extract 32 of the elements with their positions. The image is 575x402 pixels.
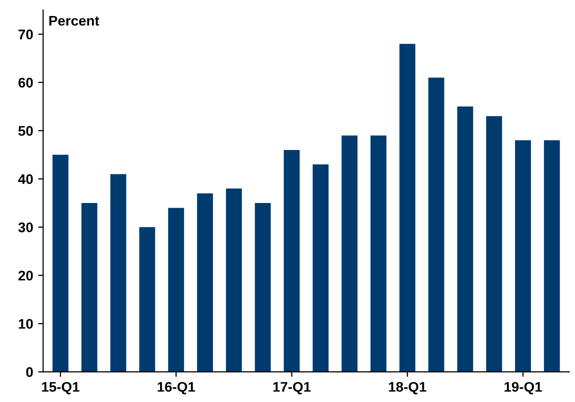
bar	[370, 135, 386, 372]
x-tick-label: 19-Q1	[504, 382, 542, 394]
y-tick-label: 50	[18, 126, 33, 136]
bar	[284, 150, 300, 372]
y-tick-label: 70	[18, 30, 33, 40]
y-tick-label: 30	[18, 222, 33, 232]
bar	[399, 44, 416, 372]
bar	[428, 78, 444, 372]
y-tick-label: 10	[18, 318, 33, 329]
bar	[197, 193, 213, 372]
bar	[342, 135, 358, 372]
bar	[254, 203, 271, 372]
bar	[544, 140, 560, 372]
bar	[139, 227, 156, 372]
y-tick-label: 40	[18, 174, 33, 184]
bar	[52, 154, 68, 372]
y-tick-label: 0	[26, 367, 33, 378]
x-tick-label: 16-Q1	[158, 382, 196, 394]
bar	[110, 174, 126, 372]
y-axis-title: Percent	[49, 16, 100, 26]
bar	[312, 164, 329, 372]
bar	[226, 188, 242, 372]
y-tick-label: 60	[18, 78, 33, 88]
bar	[81, 203, 98, 372]
y-tick-label: 20	[18, 270, 33, 281]
bar	[515, 140, 531, 372]
x-tick-label: 17-Q1	[273, 382, 311, 394]
bar	[486, 116, 502, 372]
bar	[457, 106, 474, 372]
x-tick-label: 15-Q1	[42, 382, 80, 394]
bar	[168, 208, 184, 372]
x-tick-label: 18-Q1	[388, 382, 426, 394]
